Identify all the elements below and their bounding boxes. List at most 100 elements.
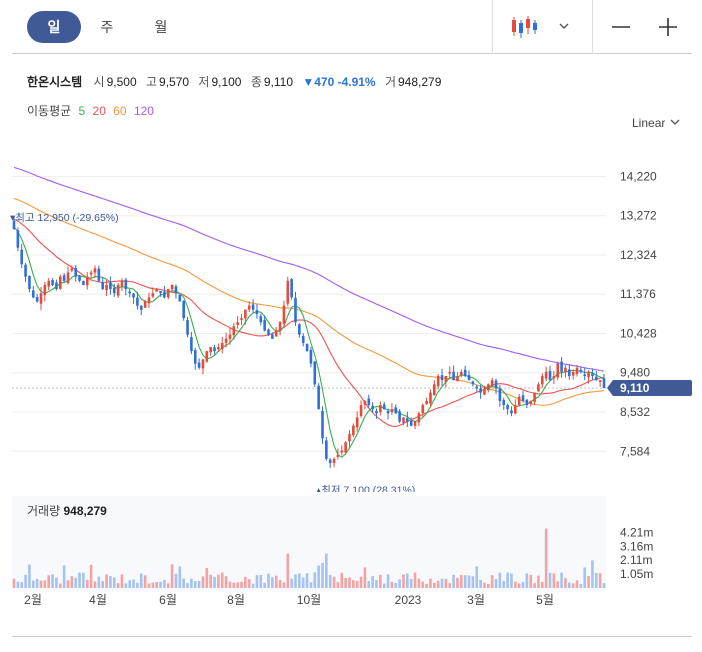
tab-monthly[interactable]: 월 — [154, 19, 168, 35]
volume-bar — [170, 564, 174, 588]
volume-bar — [255, 575, 259, 588]
candle-body — [544, 371, 548, 379]
candlestick-icon[interactable] — [510, 14, 540, 40]
tab-weekly[interactable]: 주 — [100, 19, 114, 35]
volume-bar — [78, 572, 81, 588]
volume-bar — [479, 579, 482, 588]
candle-body — [39, 293, 43, 304]
volume-bar — [483, 582, 486, 588]
volume-bar — [51, 574, 54, 588]
plus-icon[interactable] — [657, 14, 679, 40]
candle-body — [301, 335, 305, 343]
candle-body — [267, 329, 270, 335]
tab-daily[interactable]: 일 — [27, 11, 81, 43]
candle-body — [43, 284, 47, 296]
candle-body — [66, 272, 70, 283]
y-tick-label: 9,480 — [620, 366, 650, 380]
candle-body — [575, 367, 579, 374]
low-label: 저 — [198, 75, 210, 89]
candle-body — [174, 286, 178, 294]
bottom-divider — [12, 636, 692, 637]
ma-legend-label: 이동평균 — [27, 104, 72, 118]
candle-body — [139, 305, 143, 310]
candle-body — [475, 386, 479, 389]
volume-bar — [598, 573, 602, 588]
x-tick-label: 3월 — [467, 593, 485, 607]
quote-summary: 한온시스템 시 9,500 고 9,570 저 9,100 종 9,110 ▼470 -… — [27, 73, 447, 90]
ma-120-label[interactable]: 120 — [133, 104, 154, 118]
volume-bar — [390, 581, 394, 588]
volume-bar — [332, 576, 336, 588]
volume-bar — [556, 581, 560, 588]
ma-60-label[interactable]: 60 — [113, 104, 127, 118]
volume-bar — [510, 573, 513, 588]
candle-body — [425, 400, 428, 405]
y-tick-label: 13,272 — [620, 209, 657, 223]
candle-body — [178, 295, 182, 302]
volume-bar — [463, 575, 467, 588]
candle-body — [232, 326, 236, 336]
candle-body — [159, 291, 162, 294]
candle-body — [263, 319, 266, 331]
min-annotation: ▴최저 7,100 (28.31%) — [316, 484, 415, 492]
volume-bar — [58, 583, 62, 588]
volume-bar — [379, 574, 382, 588]
volume-bar — [409, 578, 413, 588]
x-tick-label: 8월 — [227, 593, 245, 607]
volume-bar — [43, 580, 47, 588]
ma-20-label[interactable]: 20 — [92, 104, 106, 118]
candle-body — [147, 297, 151, 304]
max-annotation: ▾최고 12,950 (-29.65%) — [10, 212, 119, 224]
volume-bar — [240, 581, 243, 588]
candle-body — [340, 450, 344, 453]
price-chart[interactable]: 14,220 13,272 12,324 11,376 10,428 9,480 8,532… — [0, 140, 702, 492]
volume-bar — [20, 582, 24, 588]
x-tick-label: 10월 — [297, 593, 321, 607]
candle-body — [290, 279, 293, 298]
volume-bar — [305, 573, 309, 588]
candle-body — [352, 425, 355, 436]
volume-bar — [460, 575, 463, 588]
ma-5-label[interactable]: 5 — [78, 104, 86, 118]
y-tick-label: 12,324 — [620, 248, 657, 262]
volume-bar — [344, 578, 347, 588]
volume-bar — [571, 583, 575, 588]
candle-body — [93, 268, 97, 273]
candle-body — [436, 376, 440, 387]
candle-body — [591, 373, 594, 377]
volume-bar — [575, 580, 579, 588]
candle-body — [487, 384, 490, 391]
volume-bar — [55, 577, 58, 588]
candle-body — [336, 454, 340, 457]
candle-body — [537, 384, 540, 392]
volume-bar — [101, 581, 104, 588]
volume-bar — [487, 583, 490, 588]
candle-body — [479, 388, 482, 393]
minus-icon[interactable] — [610, 14, 632, 40]
candle-body — [132, 293, 135, 298]
candle-body — [440, 375, 444, 381]
candle-body — [51, 279, 54, 285]
scale-dropdown[interactable]: Linear — [632, 116, 681, 130]
candle-body — [213, 347, 216, 352]
volume-bar — [367, 581, 371, 588]
y-tick-label: 11,376 — [620, 287, 656, 301]
candle-body — [444, 376, 448, 382]
volume-bar — [517, 583, 521, 588]
candle-body — [151, 293, 155, 297]
candle-body — [201, 359, 205, 369]
volume-bar — [186, 583, 189, 588]
candle-body — [309, 349, 313, 364]
volume-bar — [498, 572, 502, 588]
candle-body — [70, 268, 74, 271]
candle-body — [594, 376, 598, 381]
candle-body — [325, 440, 328, 459]
volume-bar — [124, 583, 128, 588]
volume-bar — [228, 581, 232, 588]
candle-body — [421, 405, 425, 413]
chevron-down-icon[interactable] — [556, 14, 572, 40]
volume-bar — [564, 578, 567, 588]
candle-body — [367, 398, 371, 406]
volume-bar — [267, 573, 270, 588]
candle-body — [571, 371, 575, 376]
